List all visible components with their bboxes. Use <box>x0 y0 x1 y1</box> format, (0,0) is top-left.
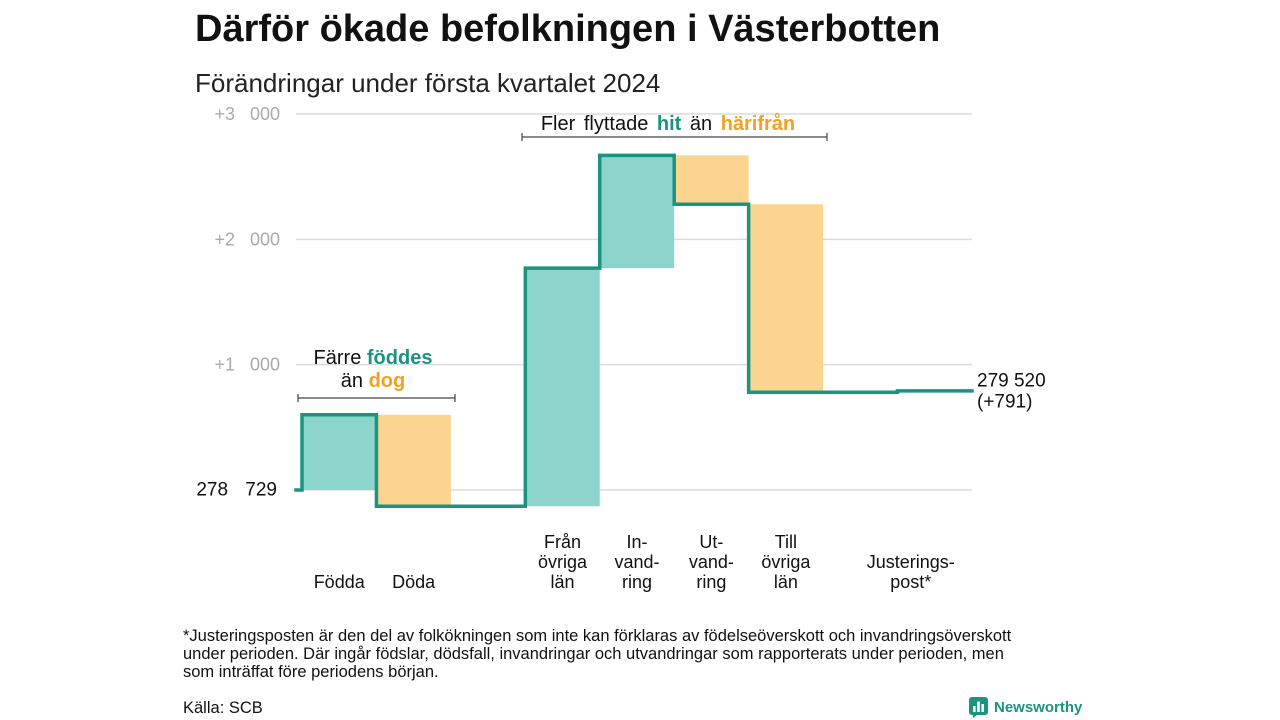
category-label: Döda <box>392 572 436 592</box>
category-label-line: län <box>774 572 798 592</box>
source-note: Källa: SCB <box>183 699 263 717</box>
annotation-highlight-increase: hit <box>657 113 682 135</box>
waterfall-bar <box>525 268 600 507</box>
y-tick-label: +1 000 <box>214 355 280 375</box>
chart-subtitle: Förändringar under första kvartalet 2024 <box>195 68 661 98</box>
category-label: Justerings-post* <box>867 552 955 592</box>
waterfall-bar <box>674 155 749 205</box>
category-label-line: övriga <box>761 552 811 572</box>
brand-name: Newsworthy <box>994 699 1083 716</box>
category-label-line: Döda <box>392 572 436 592</box>
annotation-line: Fler flyttade hit än härifrån <box>541 112 795 135</box>
annotation-fewer-born: Färre föddes än dog <box>297 347 456 402</box>
waterfall-bar <box>302 414 377 490</box>
category-label: Till övriga län <box>761 532 811 592</box>
category-label-line: ring <box>696 572 726 592</box>
waterfall-bar <box>748 204 824 393</box>
annotation-highlight-decrease: härifrån <box>721 112 795 135</box>
category-label-line: post* <box>890 572 931 592</box>
annotation-line: än dog <box>341 370 405 392</box>
category-label-line: vand- <box>614 552 659 572</box>
newsworthy-logo-icon <box>969 697 988 718</box>
annotation-highlight-decrease: dog <box>369 370 406 392</box>
bar-layer <box>302 155 972 507</box>
start-value-label: 278 729 <box>196 480 277 501</box>
footnote: *Justeringsposten är den del av folkökni… <box>183 627 1011 681</box>
end-value-label: 279 520 <box>977 370 1046 391</box>
annotation-bracket <box>521 133 828 141</box>
category-label-line: ring <box>622 572 652 592</box>
annotation-highlight-increase: föddes <box>367 347 433 369</box>
annotation-word: än <box>341 370 363 392</box>
footnote-line: som inträffat före periodens början. <box>183 663 439 681</box>
brand-logo: Newsworthy <box>969 697 1082 718</box>
category-label-line: Ut- <box>699 532 723 552</box>
annotation-word: Färre <box>314 347 362 369</box>
annotation-word: Fler flyttade <box>541 113 648 135</box>
category-label-line: Födda <box>314 572 366 592</box>
footnote-line: under perioden. Där ingår födslar, dödsf… <box>183 645 1004 663</box>
category-label-line: vand- <box>689 552 734 572</box>
category-label-line: Från <box>544 532 581 552</box>
y-tick-label: +3 000 <box>214 104 280 124</box>
annotation-word: än <box>690 113 712 135</box>
waterfall-bar <box>376 414 451 507</box>
waterfall-bar <box>599 155 675 269</box>
category-label: Ut-vand-ring <box>689 532 734 592</box>
category-label-line: Justerings- <box>867 552 955 572</box>
category-label-line: övriga <box>538 552 588 572</box>
waterfall-step-line <box>294 153 974 509</box>
category-label: In-vand-ring <box>614 532 659 592</box>
category-label-line: län <box>551 572 575 592</box>
chart-title: Därför ökade befolkningen i Västerbotten <box>195 8 941 50</box>
footnote-line: *Justeringsposten är den del av folkökni… <box>183 627 1012 645</box>
annotation-bracket <box>297 394 456 402</box>
y-tick-label: +2 000 <box>214 229 280 249</box>
line-layer <box>294 153 974 509</box>
category-label-line: In- <box>626 532 647 552</box>
category-label: Födda <box>314 572 366 592</box>
category-label: Från övriga län <box>538 532 588 592</box>
category-label-line: Till <box>775 532 797 552</box>
end-change-label: (+791) <box>977 391 1032 412</box>
annotation-more-moved: Fler flyttade hit än härifrån <box>521 112 828 141</box>
annotation-line: Färre föddes <box>314 347 433 369</box>
